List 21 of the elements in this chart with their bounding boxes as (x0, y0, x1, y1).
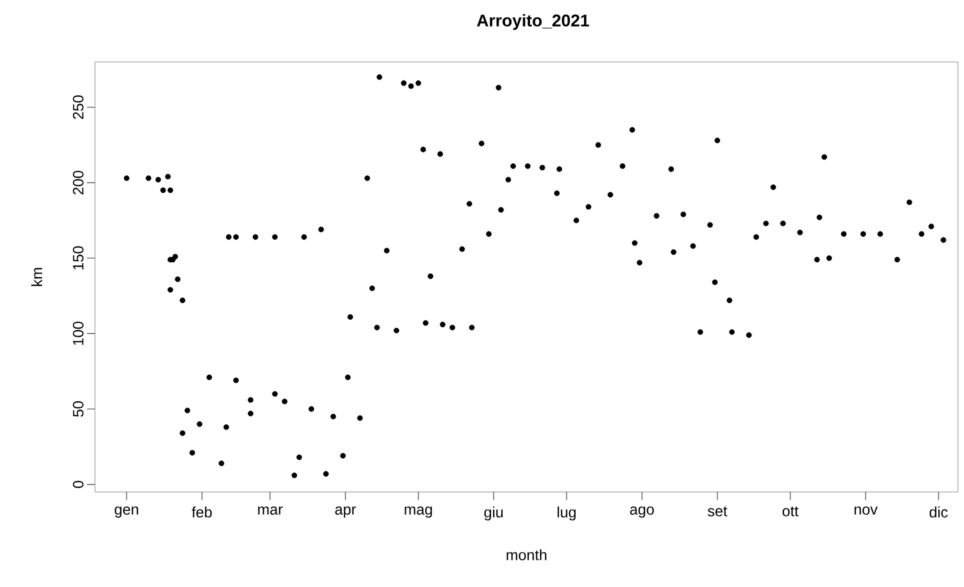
y-tick-label: 150 (72, 246, 84, 270)
y-tick-label: 200 (72, 170, 84, 194)
x-tick-label: apr (335, 506, 356, 518)
y-tick-label: 250 (72, 95, 84, 119)
y-tick-label: 0 (72, 480, 84, 488)
x-tick-label: ago (630, 506, 654, 518)
x-tick-label: ott (782, 506, 798, 516)
y-tick-label: 50 (72, 401, 84, 417)
y-axis-title: km (31, 268, 42, 286)
x-tick-label: lug (558, 506, 576, 520)
x-axis-title: month (506, 549, 546, 560)
x-tick-label: gen (114, 506, 138, 518)
x-tick-label: nov (854, 506, 878, 515)
x-tick-label: set (708, 506, 728, 516)
x-tick-label: mar (258, 506, 283, 515)
x-tick-label: dic (930, 506, 948, 518)
y-tick-label: 100 (72, 322, 84, 345)
chart-title: Arroyito_2021 (476, 14, 590, 30)
x-tick-label: mag (404, 506, 432, 518)
x-tick-label: giu (484, 506, 503, 520)
x-tick-label: feb (192, 506, 212, 518)
